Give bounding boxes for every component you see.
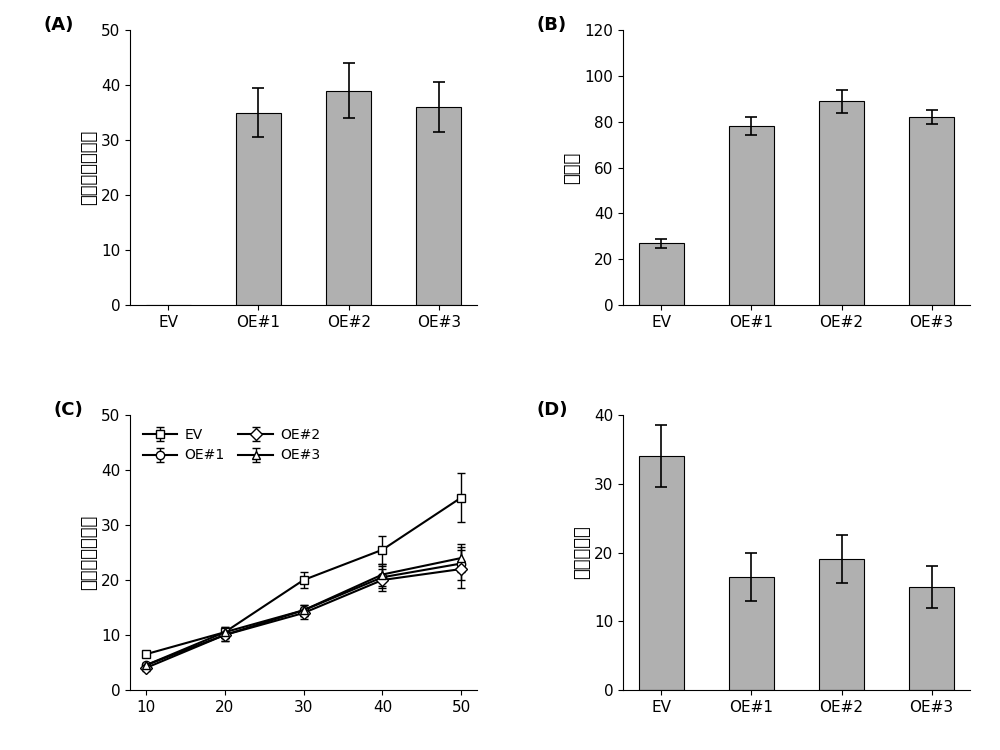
Y-axis label: 基图相对表达量: 基图相对表达量 (80, 130, 98, 206)
Text: (D): (D) (536, 401, 568, 419)
Text: (B): (B) (536, 16, 566, 34)
Bar (819, 101, 864, 305)
Bar (729, 126, 774, 305)
Legend: EV, OE#1, OE#2, OE#3: EV, OE#1, OE#2, OE#3 (137, 422, 326, 468)
Text: (A): (A) (43, 16, 74, 34)
Bar (326, 91, 371, 305)
Y-axis label: 相对电导率: 相对电导率 (573, 526, 591, 580)
Text: (C): (C) (54, 401, 83, 419)
Bar (236, 112, 281, 305)
Bar (639, 456, 684, 690)
Bar (909, 117, 954, 305)
Bar (819, 560, 864, 690)
Y-axis label: 叶片相对失水率: 叶片相对失水率 (80, 515, 98, 590)
Bar (909, 587, 954, 690)
Y-axis label: 存活率: 存活率 (564, 152, 582, 184)
Bar (416, 107, 461, 305)
Bar (729, 577, 774, 690)
Bar (639, 243, 684, 305)
